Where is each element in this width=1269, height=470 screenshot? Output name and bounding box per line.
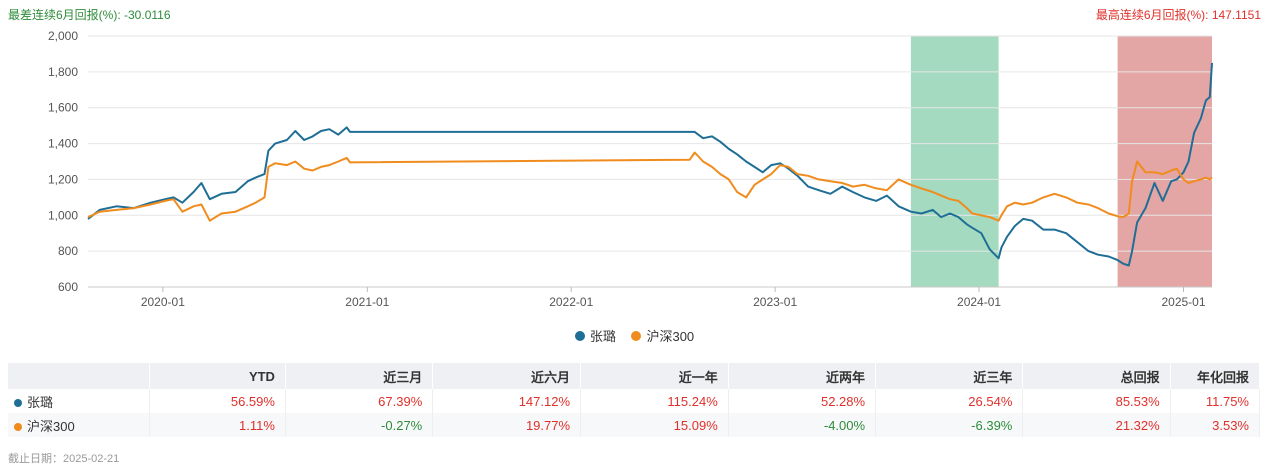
row-name-cell: 张璐 xyxy=(8,389,150,413)
row-name: 张璐 xyxy=(27,394,54,410)
header-ytd: YTD xyxy=(149,363,286,389)
chart-legend: 张璐 沪深300 xyxy=(0,326,1269,345)
x-tick-label: 2022-01 xyxy=(549,295,593,309)
y-tick-label: 1,800 xyxy=(48,65,78,79)
x-tick-label: 2024-01 xyxy=(957,295,1001,309)
table-header-row: YTD 近三月 近六月 近一年 近两年 近三年 总回报 年化回报 xyxy=(8,363,1261,389)
series-line-index xyxy=(87,151,1213,222)
worst-6m-value: -30.0116 xyxy=(124,8,171,22)
cell-2y: -4.00% xyxy=(728,413,877,437)
performance-table: YTD 近三月 近六月 近一年 近两年 近三年 总回报 年化回报 张璐 56.5… xyxy=(8,363,1261,437)
x-tick-label: 2021-01 xyxy=(345,295,389,309)
legend-fund-label: 张璐 xyxy=(589,329,616,344)
performance-line-chart: 600 800 1,000 1,200 1,400 1,600 1,800 2,000 2020… xyxy=(48,29,1213,309)
cell-annualized: 11.75% xyxy=(1170,389,1261,413)
cell-annualized: 3.53% xyxy=(1170,413,1261,437)
as-of-date: 截止日期：2025-02-21 xyxy=(8,453,120,465)
cell-ytd: 56.59% xyxy=(149,389,286,413)
worst-6m-label: 最差连续6月回报(%): xyxy=(8,8,121,22)
y-tick-label: 1,200 xyxy=(48,172,78,186)
header-2y: 近两年 xyxy=(728,363,877,389)
index-dot xyxy=(14,423,22,432)
table-row: 沪深300 1.11% -0.27% 19.77% 15.09% -4.00% … xyxy=(8,413,1261,437)
y-tick-label: 1,400 xyxy=(48,137,78,151)
header-total: 总回报 xyxy=(1022,363,1171,389)
header-annualized: 年化回报 xyxy=(1170,363,1261,389)
x-tick-label: 2025-01 xyxy=(1161,295,1205,309)
worst-6m-return: 最差连续6月回报(%): -30.0116 xyxy=(8,6,171,23)
band-worst6m xyxy=(910,36,999,287)
y-tick-label: 800 xyxy=(58,244,78,258)
legend-item-fund[interactable]: 张璐 xyxy=(574,326,616,345)
cell-2y: 52.28% xyxy=(728,389,877,413)
cell-6m: 147.12% xyxy=(432,389,582,413)
cell-ytd: 1.11% xyxy=(149,413,286,437)
table-row: 张璐 56.59% 67.39% 147.12% 115.24% 52.28% … xyxy=(8,389,1261,413)
header-name xyxy=(8,363,150,389)
cell-1y: 115.24% xyxy=(580,389,729,413)
header-3m: 近三月 xyxy=(285,363,434,389)
cell-3m: -0.27% xyxy=(285,413,434,437)
cell-total: 85.53% xyxy=(1022,389,1171,413)
cell-3y: -6.39% xyxy=(875,413,1024,437)
series-line-fund xyxy=(87,62,1213,267)
row-name-cell: 沪深300 xyxy=(8,413,150,437)
fund-dot xyxy=(14,399,22,408)
legend-item-index[interactable]: 沪深300 xyxy=(631,326,694,345)
header-6m: 近六月 xyxy=(432,363,582,389)
cell-3m: 67.39% xyxy=(285,389,434,413)
y-tick-label: 600 xyxy=(58,280,78,294)
row-name: 沪深300 xyxy=(27,418,75,434)
best-6m-return: 最高连续6月回报(%): 147.1151 xyxy=(1096,6,1261,23)
y-tick-label: 2,000 xyxy=(48,29,78,43)
y-tick-label: 1,600 xyxy=(48,101,78,115)
best-6m-value: 147.1151 xyxy=(1211,8,1261,22)
legend-index-dot xyxy=(631,330,642,341)
legend-index-label: 沪深300 xyxy=(646,329,695,344)
legend-fund-dot xyxy=(574,330,585,341)
header-1y: 近一年 xyxy=(580,363,729,389)
best-6m-label: 最高连续6月回报(%): xyxy=(1095,8,1209,22)
cell-1y: 15.09% xyxy=(580,413,729,437)
cell-6m: 19.77% xyxy=(432,413,582,437)
x-tick-label: 2020-01 xyxy=(141,295,185,309)
y-tick-label: 1,000 xyxy=(48,208,78,222)
header-3y: 近三年 xyxy=(875,363,1024,389)
cell-3y: 26.54% xyxy=(875,389,1024,413)
x-tick-label: 2023-01 xyxy=(753,295,797,309)
cell-total: 21.32% xyxy=(1022,413,1171,437)
